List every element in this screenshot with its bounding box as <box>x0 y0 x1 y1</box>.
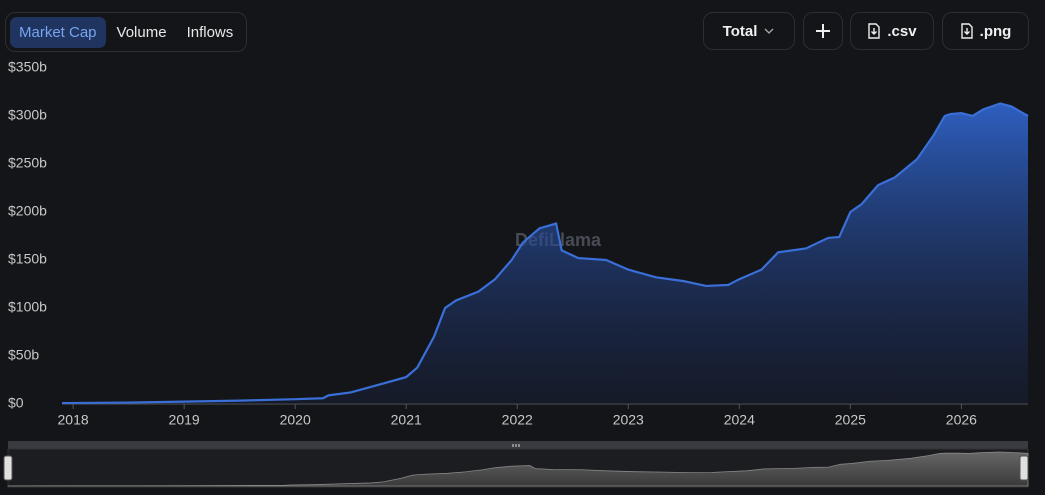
y-tick-label: $250b <box>8 155 47 171</box>
dropdown[interactable]: Total <box>703 12 795 50</box>
line <box>61 102 1029 405</box>
y-tick-label: $150b <box>8 251 47 267</box>
x-tick-label: 2022 <box>502 412 533 428</box>
x-tick-label: 2018 <box>58 412 89 428</box>
navigator-handle-bar[interactable] <box>8 441 1028 449</box>
y-tick-label: $50b <box>8 347 39 363</box>
watermark: DefiLlama <box>515 230 602 250</box>
x-tick-label: 2021 <box>391 412 422 428</box>
navigator[interactable] <box>7 448 1029 488</box>
y-tick-label: $200b <box>8 203 47 219</box>
add-button[interactable] <box>803 12 843 50</box>
navigator-handle[interactable] <box>3 455 13 481</box>
chevron-icon <box>764 28 774 34</box>
area-fill <box>62 103 1028 405</box>
x-tick-label: 2020 <box>280 412 311 428</box>
navigator-handle[interactable] <box>1019 455 1029 481</box>
x-tick-label: 2026 <box>946 412 977 428</box>
y-tick-label: $350b <box>8 59 47 75</box>
tab[interactable]: Market Cap <box>10 16 106 48</box>
csv-button[interactable]: .csv <box>850 12 934 50</box>
x-tick-label: 2024 <box>724 412 755 428</box>
file-icon <box>960 23 973 39</box>
tab[interactable]: Inflows <box>186 23 234 41</box>
button-label: .png <box>979 22 1012 40</box>
button-label: .csv <box>887 22 917 40</box>
navigator-area <box>7 451 1029 487</box>
grip-icon <box>512 444 520 447</box>
x-tick-label: 2019 <box>169 412 200 428</box>
tab[interactable]: Volume <box>116 23 167 41</box>
y-tick-label: $100b <box>8 299 47 315</box>
tab-group: Market Cap Volume Inflows <box>5 12 248 52</box>
dropdown-label: Total <box>722 22 758 40</box>
png-button[interactable]: .png <box>942 12 1029 50</box>
x-tick-label: 2023 <box>613 412 644 428</box>
plus-icon <box>816 24 830 38</box>
y-tick-label: $0 <box>8 395 24 411</box>
file-icon <box>868 23 881 39</box>
y-tick-label: $300b <box>8 107 47 123</box>
x-tick-label: 2025 <box>835 412 866 428</box>
